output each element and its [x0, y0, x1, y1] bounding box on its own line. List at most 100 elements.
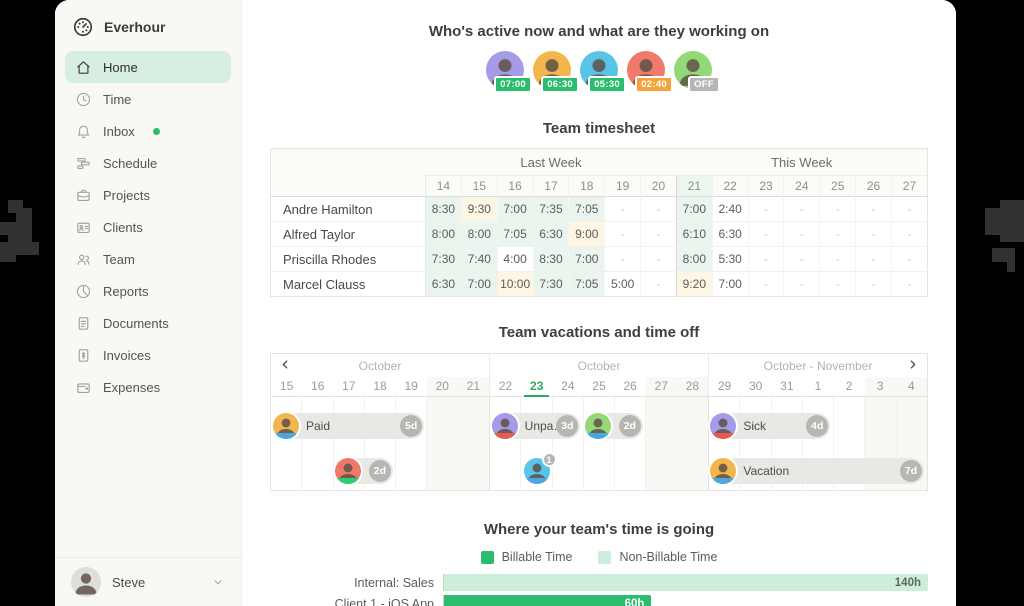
- timesheet-cell[interactable]: -: [890, 221, 928, 247]
- brand[interactable]: Everhour: [55, 0, 241, 51]
- timesheet-cell[interactable]: -: [747, 221, 784, 247]
- time-off-entry[interactable]: 2d: [335, 458, 393, 484]
- sidebar-item-time[interactable]: Time: [65, 83, 231, 115]
- timesheet-cell[interactable]: -: [890, 246, 928, 272]
- time-off-entry[interactable]: Paid 5d: [273, 413, 425, 439]
- timesheet-cell[interactable]: 6:30: [532, 221, 569, 247]
- calendar-day[interactable]: 26: [623, 379, 637, 393]
- sidebar-item-home[interactable]: Home: [65, 51, 231, 83]
- sidebar-item-schedule[interactable]: Schedule: [65, 147, 231, 179]
- chevron-left-icon[interactable]: [278, 357, 293, 372]
- timesheet-cell[interactable]: -: [783, 221, 820, 247]
- timesheet-cell[interactable]: -: [604, 246, 641, 272]
- timesheet-cell[interactable]: -: [855, 221, 892, 247]
- timesheet-cell[interactable]: -: [783, 246, 820, 272]
- timesheet-cell[interactable]: -: [890, 271, 928, 297]
- time-off-entry[interactable]: Unpa… 3d: [491, 413, 581, 439]
- timesheet-cell[interactable]: -: [640, 246, 677, 272]
- timesheet-cell[interactable]: 8:00: [425, 221, 462, 247]
- timesheet-cell[interactable]: 9:00: [568, 221, 605, 247]
- calendar-day[interactable]: 1: [814, 379, 822, 393]
- timesheet-cell[interactable]: -: [747, 271, 784, 297]
- timesheet-cell[interactable]: -: [640, 196, 677, 222]
- timesheet-cell[interactable]: -: [604, 221, 641, 247]
- calendar-day[interactable]: 23: [521, 377, 552, 397]
- timesheet-cell[interactable]: 6:30: [425, 271, 462, 297]
- timesheet-cell[interactable]: 7:00: [568, 246, 605, 272]
- calendar-day[interactable]: 19: [404, 379, 418, 393]
- sidebar-item-projects[interactable]: Projects: [65, 179, 231, 211]
- timesheet-cell[interactable]: 7:00: [460, 271, 498, 297]
- timesheet-cell[interactable]: 6:30: [711, 221, 749, 247]
- timesheet-cell[interactable]: -: [855, 196, 892, 222]
- time-off-entry[interactable]: 1: [523, 452, 557, 484]
- active-member[interactable]: 05:30: [580, 51, 626, 93]
- calendar-day[interactable]: 3: [864, 377, 896, 396]
- member-name[interactable]: Alfred Taylor: [270, 221, 426, 247]
- calendar-day[interactable]: 4: [895, 377, 927, 396]
- timesheet-cell[interactable]: -: [819, 196, 856, 222]
- timesheet-cell[interactable]: 7:00: [675, 196, 713, 222]
- calendar-day[interactable]: 29: [707, 377, 740, 396]
- time-off-entry[interactable]: Vacation 7d: [710, 458, 924, 484]
- timesheet-cell[interactable]: -: [819, 221, 856, 247]
- timesheet-cell[interactable]: 4:00: [496, 246, 534, 272]
- calendar-day[interactable]: 20: [426, 377, 458, 396]
- timesheet-cell[interactable]: -: [890, 196, 928, 222]
- calendar-day[interactable]: 25: [592, 379, 606, 393]
- member-name[interactable]: Andre Hamilton: [270, 196, 426, 222]
- time-off-entry[interactable]: 2d: [585, 413, 643, 439]
- sidebar-item-expenses[interactable]: Expenses: [65, 371, 231, 403]
- timesheet-cell[interactable]: -: [855, 246, 892, 272]
- timesheet-cell[interactable]: -: [783, 196, 820, 222]
- timesheet-cell[interactable]: -: [604, 196, 641, 222]
- timesheet-cell[interactable]: 5:00: [604, 271, 641, 297]
- timesheet-cell[interactable]: -: [783, 271, 820, 297]
- member-name[interactable]: Marcel Clauss: [283, 276, 366, 292]
- calendar-day[interactable]: 27: [645, 377, 677, 396]
- calendar-day[interactable]: 22: [488, 377, 521, 396]
- calendar-day[interactable]: 17: [342, 379, 356, 393]
- calendar-day[interactable]: 30: [749, 379, 763, 393]
- calendar-day[interactable]: 2: [845, 379, 853, 393]
- timesheet-cell[interactable]: 8:00: [460, 221, 498, 247]
- timesheet-cell[interactable]: 7:05: [568, 196, 605, 222]
- timesheet-cell[interactable]: 7:30: [425, 246, 462, 272]
- timesheet-cell[interactable]: 8:30: [532, 246, 569, 272]
- active-member[interactable]: OFF: [674, 51, 720, 93]
- timesheet-cell[interactable]: 7:05: [496, 221, 534, 247]
- timesheet-cell[interactable]: 10:00: [496, 271, 534, 297]
- member-name[interactable]: Priscilla Rhodes: [270, 246, 426, 272]
- timesheet-cell[interactable]: 7:35: [532, 196, 569, 222]
- sidebar-item-documents[interactable]: Documents: [65, 307, 231, 339]
- time-off-entry[interactable]: Sick 4d: [710, 413, 831, 439]
- legend-item[interactable]: Non-Billable Time: [598, 550, 717, 564]
- timesheet-cell[interactable]: 8:30: [425, 196, 462, 222]
- timesheet-cell[interactable]: 2:40: [711, 196, 749, 222]
- user-menu[interactable]: Steve: [55, 557, 241, 606]
- timesheet-cell[interactable]: 7:05: [568, 271, 605, 297]
- active-member[interactable]: 02:40: [627, 51, 673, 93]
- calendar-day[interactable]: 28: [676, 377, 708, 396]
- legend-item[interactable]: Billable Time: [480, 550, 572, 564]
- sidebar-item-invoices[interactable]: Invoices: [65, 339, 231, 371]
- calendar-day[interactable]: 15: [279, 379, 294, 393]
- timesheet-cell[interactable]: -: [747, 246, 784, 272]
- sidebar-item-clients[interactable]: Clients: [65, 211, 231, 243]
- timesheet-cell[interactable]: -: [640, 221, 677, 247]
- sidebar-item-reports[interactable]: Reports: [65, 275, 231, 307]
- chevron-right-icon[interactable]: [905, 357, 920, 372]
- sidebar-item-team[interactable]: Team: [65, 243, 231, 275]
- timesheet-cell[interactable]: -: [855, 271, 892, 297]
- timesheet-cell[interactable]: 9:20: [675, 271, 713, 297]
- timesheet-cell[interactable]: 7:40: [460, 246, 498, 272]
- calendar-day[interactable]: 18: [373, 379, 387, 393]
- calendar-day[interactable]: 16: [311, 379, 325, 393]
- active-member[interactable]: 06:30: [533, 51, 579, 93]
- active-member[interactable]: 07:00: [486, 51, 532, 93]
- calendar-day[interactable]: 24: [561, 379, 575, 393]
- calendar-day[interactable]: 31: [780, 379, 794, 393]
- sidebar-item-inbox[interactable]: Inbox: [65, 115, 231, 147]
- timesheet-cell[interactable]: 7:00: [496, 196, 534, 222]
- timesheet-cell[interactable]: -: [819, 246, 856, 272]
